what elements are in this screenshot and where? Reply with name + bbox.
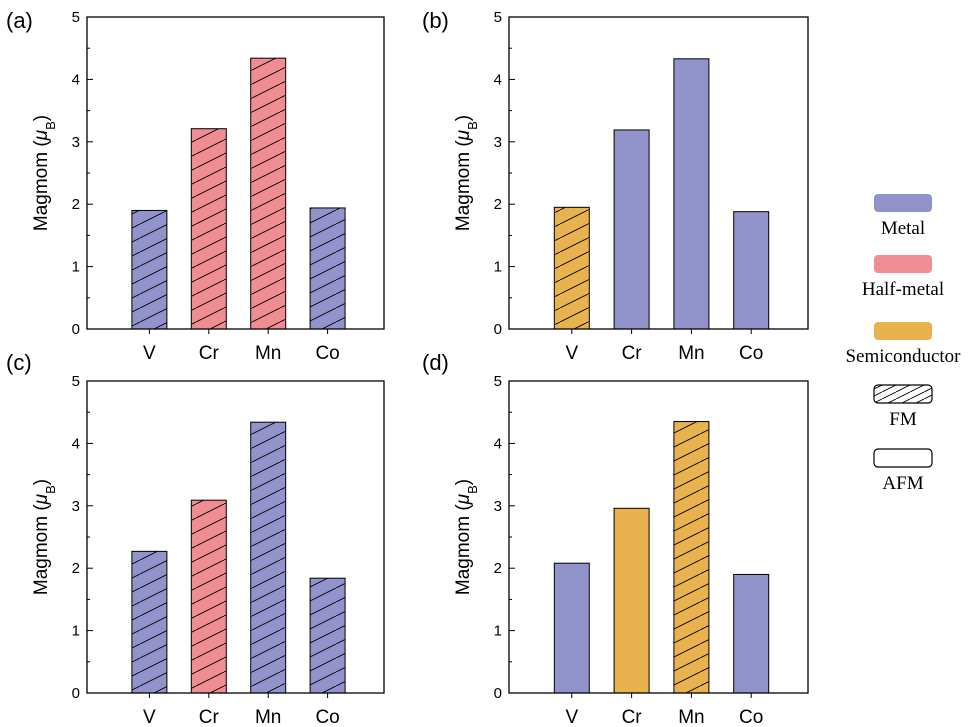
y-axis-label: Magmom (μB) (453, 479, 480, 595)
y-axis-label: Magmom (μB) (31, 479, 58, 595)
legend-swatch (874, 194, 932, 212)
y-tick-label: 4 (494, 435, 502, 452)
panel-label: (d) (422, 350, 449, 375)
bar-co (733, 574, 769, 693)
legend-swatch (874, 322, 932, 340)
x-tick-label: Mn (678, 343, 704, 364)
bar-hatch-co (310, 207, 346, 329)
x-tick-label: Mn (255, 343, 281, 364)
y-tick-label: 5 (494, 9, 502, 26)
legend-label: Semiconductor (845, 346, 961, 367)
legend-swatch (873, 448, 933, 468)
y-axis-label: Magmom (μB) (31, 115, 58, 231)
bar-hatch-cr (191, 128, 227, 329)
legend-item-semiconductor: Semiconductor (845, 322, 961, 367)
bar-hatch-co (310, 578, 346, 693)
y-tick-label: 3 (72, 134, 80, 151)
y-tick-label: 0 (72, 685, 80, 702)
x-tick-label: Cr (199, 343, 220, 364)
bar-v (554, 563, 590, 693)
plot-frame (508, 16, 809, 330)
x-tick-label: Mn (678, 707, 704, 727)
y-tick-label: 1 (494, 623, 502, 640)
y-tick-label: 1 (72, 259, 80, 276)
legend-item-metal: Metal (874, 194, 932, 239)
bar-cr (614, 129, 650, 329)
x-tick-label: Co (739, 343, 763, 364)
bar-hatch-mn (673, 421, 709, 693)
bar-hatch-v (554, 207, 590, 329)
bar-hatch-v (131, 551, 167, 693)
bar-hatch-mn (250, 422, 286, 693)
y-tick-label: 0 (494, 321, 502, 338)
y-tick-label: 0 (72, 321, 80, 338)
chart-panel-d: (d) Magmom (μB) 0 1 2 3 4 5 V Cr Mn Co (422, 350, 809, 727)
y-tick-label: 3 (72, 498, 80, 515)
bar-hatch-mn (250, 58, 286, 330)
legend-swatch (873, 384, 933, 404)
x-tick-label: Cr (622, 707, 643, 727)
x-tick-label: Mn (255, 707, 281, 727)
y-tick-label: 3 (494, 134, 502, 151)
chart-panel-c: (c) Magmom (μB) 0 1 2 3 4 5 V Cr Mn Co (6, 350, 385, 727)
legend-item-fm: FM (873, 384, 933, 430)
y-tick-label: 4 (494, 71, 502, 88)
bar-mn (673, 58, 709, 330)
legend-label: Half-metal (862, 279, 944, 300)
chart-panel-a: (a) Magmom (μB) 0 1 2 3 4 5 V Cr Mn Co (6, 8, 385, 364)
y-tick-label: 3 (494, 498, 502, 515)
bar-co (733, 211, 769, 329)
legend-item-afm: AFM (873, 448, 933, 494)
y-axis-label: Magmom (μB) (453, 115, 480, 231)
y-tick-label: 5 (494, 373, 502, 390)
y-tick-label: 5 (72, 373, 80, 390)
y-tick-label: 1 (72, 623, 80, 640)
plot-frame (86, 16, 385, 330)
chart-panel-b: (b) Magmom (μB) 0 1 2 3 4 5 V Cr Mn Co (422, 8, 809, 364)
x-tick-label: Cr (622, 343, 643, 364)
bar-hatch-cr (191, 500, 227, 693)
x-tick-label: V (565, 707, 578, 727)
y-tick-label: 0 (494, 685, 502, 702)
legend-label: FM (889, 409, 917, 430)
bar-cr (614, 508, 650, 693)
y-tick-label: 4 (72, 435, 80, 452)
x-tick-label: Co (315, 707, 339, 727)
y-tick-label: 5 (72, 9, 80, 26)
plot-frame (508, 380, 809, 694)
panel-label: (c) (6, 350, 32, 375)
legend: Metal Half-metal Semiconductor FM AFM (845, 194, 961, 494)
plot-frame (86, 380, 385, 694)
y-tick-label: 4 (72, 71, 80, 88)
legend-label: Metal (881, 218, 925, 239)
panel-label: (a) (6, 8, 33, 33)
y-tick-label: 2 (72, 196, 80, 213)
panel-label: (b) (422, 8, 449, 33)
y-tick-label: 2 (72, 560, 80, 577)
x-tick-label: V (143, 707, 156, 727)
x-tick-label: Cr (199, 707, 220, 727)
y-tick-label: 1 (494, 259, 502, 276)
bar-hatch-v (131, 210, 167, 329)
x-tick-label: V (565, 343, 578, 364)
legend-item-half-metal: Half-metal (862, 255, 944, 300)
panels: (a) Magmom (μB) 0 1 2 3 4 5 V Cr Mn Co (b) Magmom (μB… (6, 8, 809, 727)
legend-label: AFM (882, 473, 923, 494)
y-tick-label: 2 (494, 196, 502, 213)
x-tick-label: Co (315, 343, 339, 364)
y-tick-label: 2 (494, 560, 502, 577)
x-tick-label: Co (739, 707, 763, 727)
x-tick-label: V (143, 343, 156, 364)
legend-swatch (874, 255, 932, 273)
